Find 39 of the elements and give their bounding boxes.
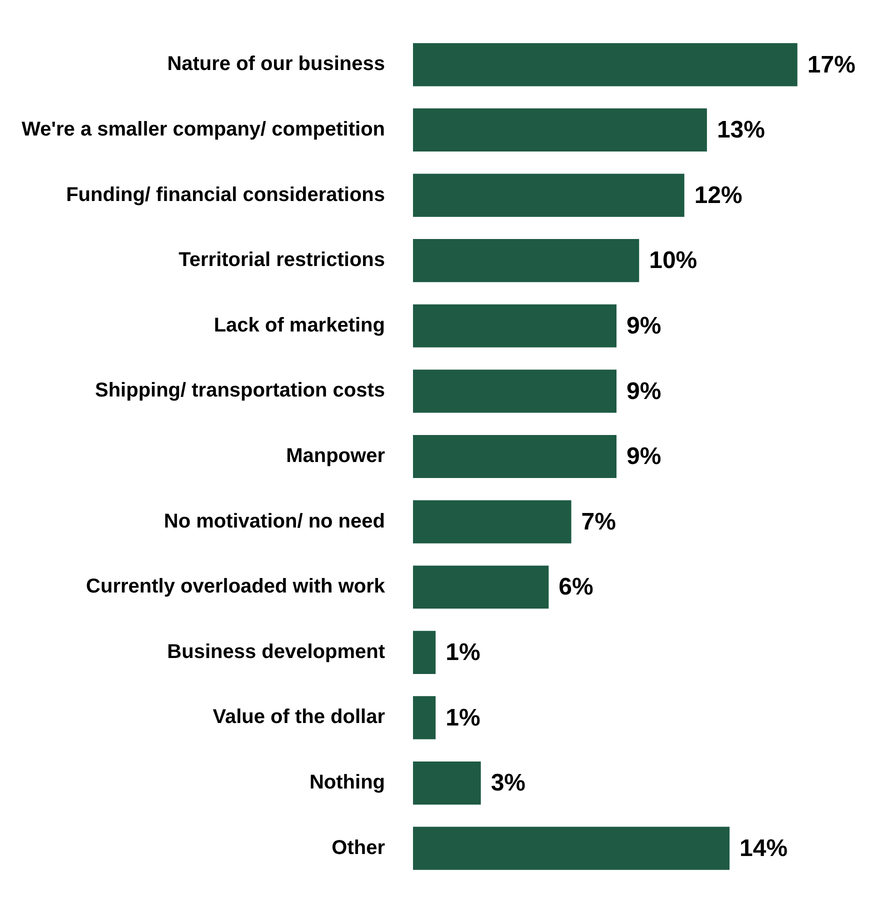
data-label: 9% — [626, 312, 662, 340]
bar — [413, 239, 640, 282]
bar — [413, 761, 481, 805]
bar — [413, 826, 730, 870]
bar — [413, 566, 549, 609]
y-tick-label: Business development — [167, 640, 386, 663]
bar — [413, 108, 707, 152]
y-tick-label: Territorial restrictions — [178, 249, 385, 272]
data-label: 7% — [581, 508, 616, 536]
bar — [413, 43, 798, 86]
y-tick-label: Funding/ financial considerations — [66, 184, 385, 206]
y-tick-label: Nature of our business — [167, 53, 385, 76]
y-tick-label: Manpower — [286, 445, 386, 468]
data-label: 9% — [626, 443, 662, 470]
y-tick-label: Currently overloaded with work — [86, 576, 386, 598]
bar — [413, 434, 616, 478]
y-tick-label: Nothing — [309, 772, 385, 794]
bar — [413, 304, 616, 348]
y-tick-label: We're a smaller company/ competition — [22, 118, 385, 140]
bar — [413, 174, 684, 217]
data-label: 3% — [490, 770, 526, 797]
y-tick-label: Shipping/ transportation costs — [94, 380, 385, 402]
data-label: 14% — [740, 834, 788, 862]
y-tick-label: Lack of marketing — [214, 314, 385, 336]
data-label: 1% — [446, 704, 480, 732]
bar — [413, 630, 436, 674]
data-label: 10% — [649, 247, 698, 274]
data-label: 13% — [716, 116, 765, 144]
y-tick-label: Value of the dollar — [212, 706, 386, 728]
data-label: 1% — [446, 639, 480, 666]
bar — [413, 370, 616, 413]
y-tick-label: Other — [332, 836, 386, 859]
bar — [413, 500, 572, 544]
bar — [413, 696, 436, 740]
y-tick-label: No motivation/ no need — [164, 510, 385, 532]
data-label: 6% — [558, 574, 594, 601]
data-label: 9% — [626, 378, 662, 405]
data-label: 17% — [807, 51, 856, 78]
data-label: 12% — [694, 182, 742, 209]
